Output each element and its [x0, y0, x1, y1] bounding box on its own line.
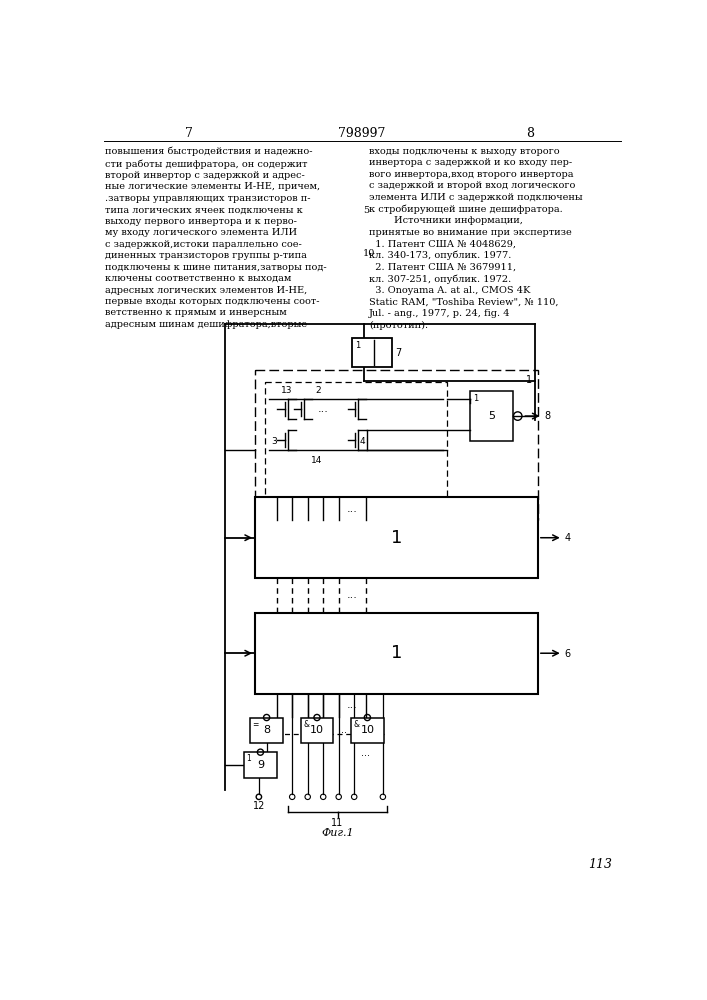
- Text: 113: 113: [588, 858, 612, 871]
- Text: 1: 1: [474, 394, 479, 403]
- Text: 12: 12: [252, 801, 265, 811]
- Bar: [244, 752, 276, 778]
- Text: ...: ...: [346, 590, 357, 600]
- Text: 4: 4: [360, 437, 366, 446]
- Text: 7: 7: [395, 348, 402, 358]
- Text: 9: 9: [257, 760, 264, 770]
- Text: 13: 13: [281, 386, 292, 395]
- Text: 10: 10: [310, 725, 324, 735]
- Bar: [255, 497, 538, 578]
- Text: ...: ...: [317, 404, 329, 414]
- Text: 1: 1: [355, 341, 361, 350]
- Bar: [265, 382, 448, 501]
- Text: 3: 3: [271, 437, 277, 446]
- Bar: [250, 718, 283, 743]
- Text: &: &: [354, 720, 359, 729]
- Bar: [352, 338, 392, 367]
- Text: 8: 8: [263, 725, 270, 735]
- Bar: [255, 370, 538, 520]
- Text: 1: 1: [391, 529, 402, 547]
- Bar: [255, 613, 538, 694]
- Text: 10: 10: [363, 249, 375, 258]
- Text: 6: 6: [564, 649, 571, 659]
- Text: &: &: [303, 720, 309, 729]
- Text: 4: 4: [564, 533, 571, 543]
- Text: входы подключены к выходу второго
инвертора с задержкой и ко входу пер-
вого инв: входы подключены к выходу второго инверт…: [369, 147, 583, 330]
- Text: 5: 5: [489, 411, 496, 421]
- Text: 5: 5: [363, 206, 369, 215]
- Text: 1: 1: [391, 644, 402, 662]
- Text: 7: 7: [185, 127, 193, 140]
- Bar: [300, 718, 333, 743]
- Text: 10: 10: [361, 725, 375, 735]
- Text: =: =: [252, 720, 259, 729]
- Text: Фиг.1: Фиг.1: [321, 828, 354, 838]
- Text: 11: 11: [332, 818, 344, 828]
- Text: 14: 14: [311, 456, 322, 465]
- Bar: [470, 391, 513, 441]
- Text: 1: 1: [247, 754, 251, 763]
- Text: ...: ...: [346, 504, 357, 514]
- Text: повышения быстродействия и надежно-
сти работы дешифратора, он содержит
второй и: повышения быстродействия и надежно- сти …: [105, 147, 327, 329]
- Text: 1: 1: [525, 375, 532, 385]
- Text: 798997: 798997: [338, 127, 385, 140]
- Bar: [351, 718, 384, 743]
- Text: ...: ...: [338, 725, 347, 735]
- Text: 8: 8: [526, 127, 534, 140]
- Text: 2: 2: [315, 386, 320, 395]
- Text: ...: ...: [346, 700, 357, 710]
- Text: ...: ...: [361, 748, 370, 758]
- Text: 8: 8: [544, 411, 550, 421]
